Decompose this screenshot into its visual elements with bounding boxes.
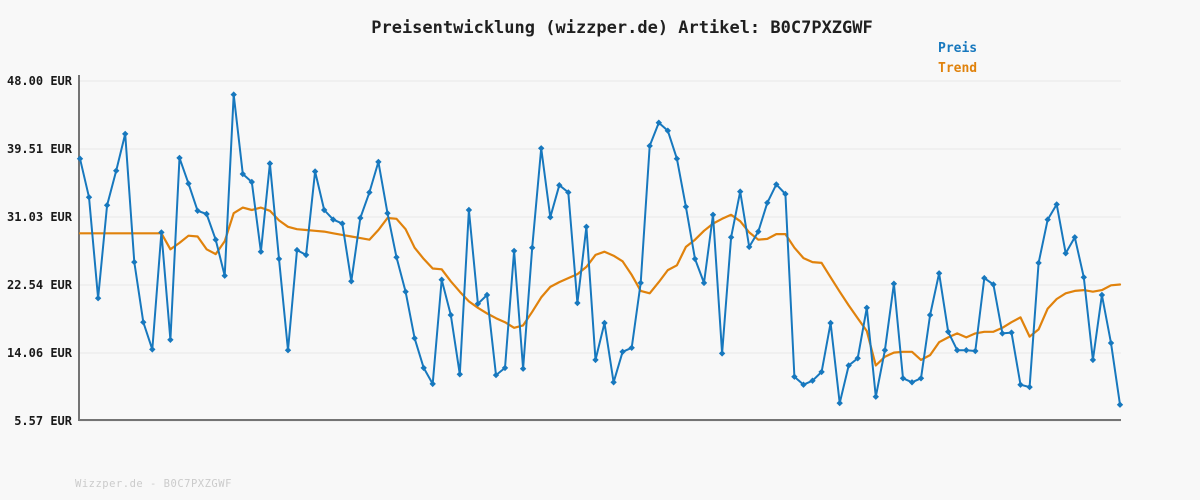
legend-item-trend: Trend <box>938 61 978 76</box>
legend-item-preis: Preis <box>938 41 978 56</box>
price-line <box>79 93 1121 406</box>
y-tick-label: 22.54 EUR <box>7 278 73 292</box>
trend-line <box>78 206 1122 367</box>
price-point-markers <box>76 91 1124 408</box>
y-tick-label: 31.03 EUR <box>7 210 73 224</box>
chart-title: Preisentwicklung (wizzper.de) Artikel: B… <box>371 18 873 38</box>
y-tick-label: 14.06 EUR <box>7 346 73 360</box>
y-tick-label: 48.00 EUR <box>7 74 73 88</box>
watermark-text: Wizzper.de - B0C7PXZGWF <box>75 478 232 490</box>
y-tick-label: 39.51 EUR <box>7 142 73 156</box>
y-tick-label: 5.57 EUR <box>14 414 73 428</box>
legend: Preis Trend <box>938 39 977 79</box>
